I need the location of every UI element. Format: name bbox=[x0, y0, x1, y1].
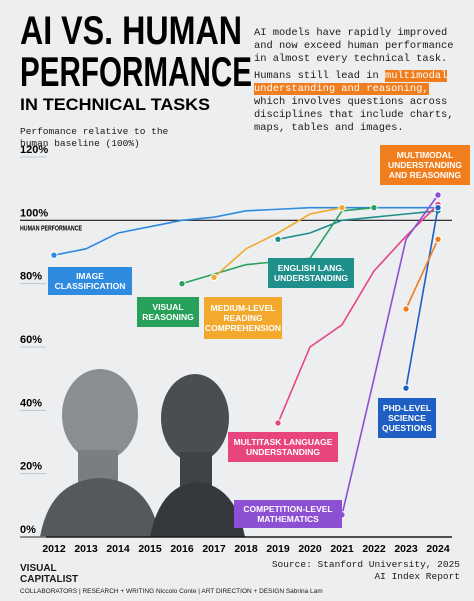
x-tick-label: 2023 bbox=[394, 543, 418, 555]
point bbox=[50, 251, 58, 259]
x-tick-label: 2019 bbox=[266, 543, 290, 555]
series-label: COMPETITION-LEVEL MATHEMATICS bbox=[234, 500, 342, 528]
title: AI VS. HUMAN bbox=[20, 9, 242, 53]
x-tick-label: 2018 bbox=[234, 543, 258, 555]
point bbox=[402, 305, 410, 313]
y-tick-label: 80% bbox=[20, 271, 42, 283]
series-label: MULTIMODAL UNDERSTANDING AND REASONING bbox=[380, 145, 470, 185]
x-tick-label: 2015 bbox=[138, 543, 162, 555]
x-tick-label: 2022 bbox=[362, 543, 386, 555]
x-tick-label: 2016 bbox=[170, 543, 194, 555]
x-tick-label: 2017 bbox=[202, 543, 226, 555]
x-tick-label: 2021 bbox=[330, 543, 354, 555]
series-label: PHD-LEVEL SCIENCE QUESTIONS bbox=[378, 398, 436, 438]
note: Humans still lead in multimodal understa… bbox=[254, 70, 466, 135]
point bbox=[434, 235, 442, 244]
y-axis-label: Perfomance relative to the human baselin… bbox=[20, 126, 169, 149]
subtitle: IN TECHNICAL TASKS bbox=[20, 95, 210, 114]
note-text: which involves questions across discipli… bbox=[254, 96, 454, 134]
y-tick-label: 20% bbox=[20, 461, 42, 473]
series-label: MEDIUM-LEVEL READING COMPREHENSION bbox=[204, 297, 282, 339]
series-line bbox=[277, 203, 439, 424]
point bbox=[370, 203, 378, 212]
point bbox=[338, 203, 346, 212]
series-label: VISUAL REASONING bbox=[137, 297, 199, 327]
series-line bbox=[277, 210, 439, 241]
series-line bbox=[405, 207, 439, 389]
point bbox=[402, 384, 410, 392]
series-label: MULTITASK LANGUAGE UNDERSTANDING bbox=[228, 432, 338, 462]
y-tick-label: 120% bbox=[20, 144, 48, 156]
series-label: IMAGE CLASSIFICATION bbox=[48, 267, 132, 295]
series-line bbox=[341, 194, 439, 516]
intro: AI models have rapidly improved and now … bbox=[254, 27, 454, 65]
source: Source: Stanford University, 2025 AI Ind… bbox=[271, 559, 460, 582]
y-tick-label: 40% bbox=[20, 397, 42, 409]
point bbox=[434, 191, 442, 199]
title: PERFORMANCE bbox=[20, 48, 252, 95]
y-tick-label: 0% bbox=[20, 524, 36, 536]
y-tick-label: 60% bbox=[20, 334, 42, 346]
robot-art bbox=[40, 369, 245, 537]
point bbox=[210, 273, 218, 282]
x-tick-label: 2024 bbox=[426, 543, 450, 555]
point bbox=[274, 235, 282, 244]
point bbox=[434, 203, 442, 212]
point bbox=[274, 419, 282, 427]
note-text: Humans still lead in bbox=[254, 70, 379, 82]
series-line bbox=[213, 206, 343, 278]
x-tick-label: 2013 bbox=[74, 543, 98, 555]
credits: COLLABORATORS | RESEARCH + WRITING Nicco… bbox=[20, 588, 323, 595]
x-tick-label: 2020 bbox=[298, 543, 322, 555]
x-tick-label: 2014 bbox=[106, 543, 130, 555]
series-label: ENGLISH LANG. UNDERSTANDING bbox=[268, 258, 354, 288]
x-tick-label: 2012 bbox=[42, 543, 66, 555]
point bbox=[178, 279, 186, 288]
reference-label: HUMAN PERFORMANCE bbox=[20, 223, 82, 232]
brand: VISUAL CAPITALIST bbox=[20, 563, 79, 585]
y-tick-label: 100% bbox=[20, 207, 48, 219]
series-line bbox=[405, 238, 439, 310]
